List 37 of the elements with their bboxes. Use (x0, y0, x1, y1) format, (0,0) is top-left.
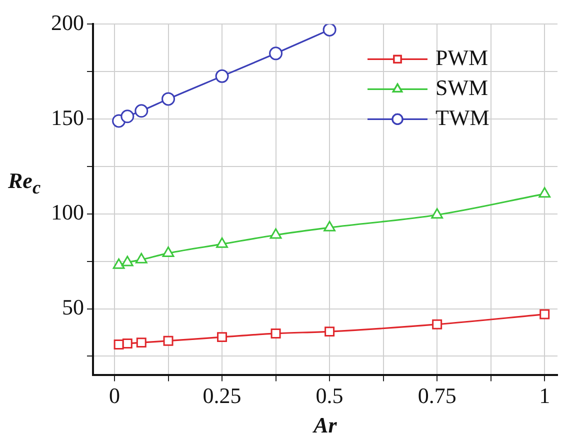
point (324, 326, 335, 337)
legend-label: TWM (436, 104, 490, 130)
point (322, 24, 336, 36)
y-tick-label: 150 (51, 104, 84, 130)
point (431, 208, 444, 219)
point (324, 220, 336, 232)
point (269, 46, 283, 60)
y-tick-label: 200 (51, 10, 84, 35)
point (120, 110, 134, 124)
point (162, 246, 174, 257)
point (162, 92, 176, 106)
point (270, 328, 281, 338)
point (134, 104, 148, 118)
point (121, 256, 134, 266)
point (163, 336, 174, 346)
x-tick-label: 0.5 (316, 383, 344, 408)
point (122, 338, 132, 349)
point (215, 69, 229, 83)
point (270, 228, 282, 239)
point (540, 309, 550, 320)
point (135, 252, 148, 264)
y-axis-title: Re$_{c}$ (8, 168, 41, 198)
point (538, 187, 551, 198)
x-tick-label: 0 (109, 383, 120, 408)
legend-label: SWM (436, 74, 488, 100)
point (217, 332, 228, 342)
point (136, 338, 146, 348)
point (432, 319, 442, 330)
y-tick-label: 50 (62, 294, 84, 320)
x-axis-title: Ar (312, 412, 338, 438)
y-tick-label: 100 (51, 200, 84, 225)
point (112, 258, 125, 269)
x-tick-label: 0.25 (202, 383, 242, 408)
legend-label: PWM (436, 44, 488, 70)
x-tick-label: 1 (539, 383, 550, 408)
point (216, 237, 228, 248)
x-tick-label: 0.75 (418, 383, 456, 408)
